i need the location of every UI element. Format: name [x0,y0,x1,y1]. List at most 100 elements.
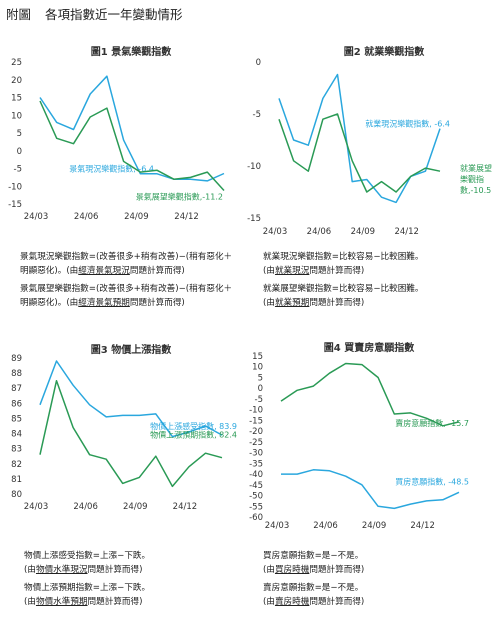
series-end-label: 樂觀指 [460,174,484,184]
y-tick-label: 0 [258,384,263,394]
note-underlined-term: 買房時機 [274,564,310,575]
x-tick-label: 24/06 [307,227,332,237]
chart-3-notes: 物價上漲感受指數=上漲−下跌。 (由物價水準現況問題計算而得) 物價上漲預期指數=上… [24,550,150,609]
y-tick-label: -55 [249,502,263,512]
y-tick-label: 86 [11,399,22,409]
x-tick-label: 24/03 [265,521,290,531]
note-line: 明顯惡化)。(由經濟景氣現況問題計算而得) [20,265,232,279]
x-tick-label: 24/12 [394,227,419,237]
note-line: 明顯惡化)。(由經濟景氣預期問題計算而得) [20,297,232,311]
chart-2-notes: 就業現況樂觀指數=比較容易−比較困難。 (由就業現況問題計算而得) 就業展望樂觀指數… [263,251,424,310]
series-end-label: 就業現況樂觀指數, -6.4 [365,119,450,129]
note-text: (由 [24,564,36,575]
y-tick-label: 82 [11,460,22,470]
x-tick-label: 24/03 [263,227,288,237]
series-line-current [278,73,441,204]
y-tick-label: -5 [253,110,261,120]
x-tick-label: 24/12 [410,521,435,531]
x-tick-label: 24/03 [24,212,49,222]
y-tick-label: -20 [249,427,263,437]
chart-panel-1: 圖1 景氣樂觀指數 25 20 15 10 5 0 -5 -10 -15 24/03 24/06 24/… [0,42,249,228]
y-tick-label: -10 [249,406,263,416]
y-tick-label: 83 [11,445,22,455]
note-text: 賣房意願指數=是−不是。 [263,583,364,593]
y-tick-label: -5 [255,395,263,405]
y-tick-label: 5 [17,129,22,139]
note-line: 景氣展望樂觀指數=(改善很多+稍有改善)−(稍有惡化＋ [20,283,232,297]
y-tick-label: 87 [11,384,22,394]
note-text: 問題計算而得) [87,596,143,607]
y-tick-label: 20 [11,76,22,86]
note-text: 問題計算而得) [309,297,365,308]
note-text: 問題計算而得) [309,596,365,607]
note-text: (由 [263,564,275,575]
note-text: 問題計算而得) [87,564,143,575]
note-text: (由 [24,596,36,607]
note-text: (由 [263,596,275,607]
note-text: 就業現況樂觀指數=比較容易−比較困難。 [263,252,424,262]
note-text: 就業展望樂觀指數=比較容易−比較困難。 [263,284,424,294]
note-underlined-term: 賣房時機 [274,596,310,607]
y-tick-label: 85 [11,414,22,424]
y-tick-label: -40 [249,470,263,480]
note-line: (由賣房時機問題計算而得) [263,596,364,610]
y-tick-label: 0 [17,147,22,157]
page-title-prefix: 附圖 [6,7,32,22]
x-tick-label: 24/12 [174,212,199,222]
note-text: 問題計算而得) [309,564,365,575]
chart-4-svg: 圖4 買賣房意願指數151050-5-10-15-20-25-30-35-40-… [249,341,469,531]
y-tick-label: 0 [256,58,261,68]
series-line-current [39,75,225,182]
note-text: 明顯惡化)。(由 [20,265,79,276]
x-tick-label: 24/06 [313,521,338,531]
y-tick-label: -10 [8,182,22,192]
note-text: 問題計算而得) [129,297,185,308]
page-title-text: 各項指數近一年變動情形 [45,7,183,22]
series-end-label: 賣房意願指數, -15.7 [395,418,469,428]
series-end-label: 物價上漲預期指數, 82.4 [150,430,237,440]
note-text: 問題計算而得) [129,265,185,276]
note-text: 景氣展望樂觀指數=(改善很多+稍有改善)−(稍有惡化＋ [20,284,233,294]
y-tick-label: -30 [249,449,263,459]
chart-panel-3: 圖3 物價上漲指數 89 88 87 86 85 84 83 82 81 80 24/03 24/06 2… [0,343,249,542]
note-text: (由 [263,297,275,308]
note-underlined-term: 就業現況 [274,265,310,276]
series-end-label: 物價上漲感受指數, 83.9 [150,421,237,431]
note-text: (由 [263,265,275,276]
y-tick-label: 81 [11,475,22,485]
y-tick-label: 89 [11,354,22,364]
x-tick-label: 24/09 [362,521,387,531]
note-underlined-term: 物價水準預期 [35,596,88,607]
note-line: 就業展望樂觀指數=比較容易−比較困難。 [263,283,424,297]
note-line: 物價上漲感受指數=上漲−下跌。 [24,550,150,564]
note-underlined-term: 經濟景氣預期 [78,297,130,308]
chart-title: 圖3 物價上漲指數 [91,343,171,356]
note-text: 明顯惡化)。(由 [20,297,79,308]
y-tick-label: -10 [247,162,261,172]
series-end-label: 買房意願指數, -48.5 [395,476,469,486]
series-line-current [281,469,460,510]
chart-title: 圖1 景氣樂觀指數 [91,45,171,58]
note-line: (由物價水準現況問題計算而得) [24,564,150,578]
y-tick-label: 80 [11,490,22,500]
x-tick-label: 24/12 [173,502,198,512]
y-tick-label: 5 [258,373,263,383]
chart-title: 圖2 就業樂觀指數 [344,45,424,58]
note-line: (由物價水準預期問題計算而得) [24,596,150,610]
y-tick-label: 10 [252,363,263,373]
note-line: (由就業現況問題計算而得) [263,265,424,279]
series-end-label: 就業展望 [460,163,492,173]
note-underlined-term: 就業預期 [274,297,310,308]
x-tick-label: 24/09 [123,502,148,512]
y-tick-label: 84 [11,430,22,440]
note-line: 就業現況樂觀指數=比較容易−比較困難。 [263,251,424,265]
note-line: 買房意願指數=是−不是。 [263,550,364,564]
note-line: 景氣現況樂觀指數=(改善很多+稍有改善)−(稍有惡化＋ [20,251,232,265]
series-line-expect [39,379,223,488]
x-tick-label: 24/09 [124,212,149,222]
note-line: 物價上漲預期指數=上漲−下跌。 [24,582,150,596]
y-tick-label: -5 [14,165,22,175]
y-tick-label: -15 [249,416,263,426]
